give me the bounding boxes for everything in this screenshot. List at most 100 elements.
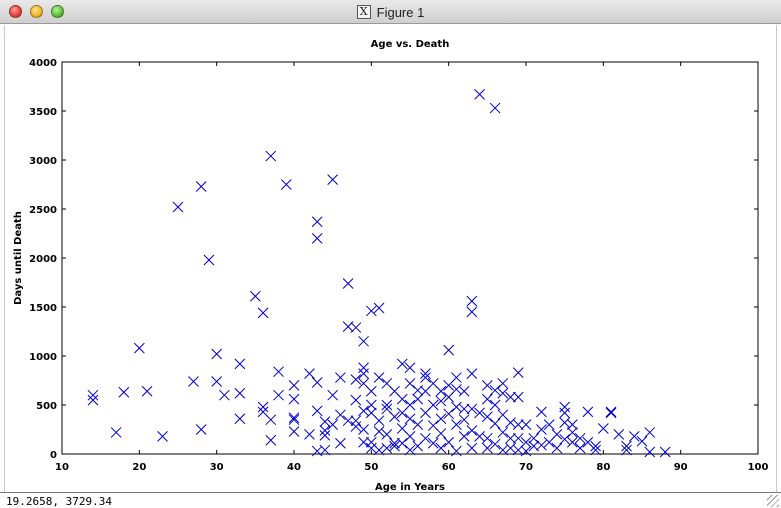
data-point-x-marker bbox=[211, 376, 223, 387]
data-point-x-marker bbox=[249, 290, 261, 302]
data-point-x-marker bbox=[489, 418, 501, 429]
data-point-x-marker bbox=[481, 432, 493, 444]
data-point-x-marker bbox=[358, 436, 369, 448]
data-point-x-marker bbox=[350, 421, 362, 432]
data-point-x-marker bbox=[481, 442, 493, 454]
data-point-x-marker bbox=[288, 393, 300, 405]
data-point-x-marker bbox=[559, 433, 571, 445]
data-point-x-marker bbox=[311, 377, 323, 388]
data-point-x-marker bbox=[342, 415, 354, 427]
resize-grip[interactable] bbox=[767, 495, 779, 507]
data-point-x-marker bbox=[621, 444, 632, 456]
data-point-x-marker bbox=[613, 429, 625, 440]
axis-ticks: 10 20 30 40 50 60 70 80 90 1000500100015002000250… bbox=[29, 58, 768, 473]
zoom-button[interactable] bbox=[51, 5, 64, 18]
data-point-x-marker bbox=[520, 436, 532, 448]
data-point-x-marker bbox=[574, 442, 586, 454]
scatter-chart[interactable]: Age vs. Death 10 20 30 40 50 60 70 80 90 10005001… bbox=[0, 25, 781, 493]
data-point-x-marker bbox=[319, 430, 331, 441]
data-point-x-marker bbox=[389, 437, 400, 449]
data-point-x-marker bbox=[157, 431, 168, 442]
data-point-x-marker bbox=[567, 427, 578, 438]
close-button[interactable] bbox=[9, 5, 22, 18]
data-point-x-marker bbox=[466, 403, 478, 415]
y-tick-label: 4000 bbox=[29, 58, 57, 69]
data-point-x-marker bbox=[451, 419, 462, 430]
data-point-x-marker bbox=[628, 431, 640, 442]
data-point-x-marker bbox=[466, 442, 478, 454]
data-point-x-marker bbox=[404, 413, 416, 425]
data-point-x-marker bbox=[536, 439, 547, 451]
data-point-x-marker bbox=[435, 385, 447, 397]
data-point-x-marker bbox=[219, 389, 230, 401]
data-point-x-marker bbox=[489, 102, 501, 114]
data-point-x-marker bbox=[133, 342, 145, 354]
data-point-x-marker bbox=[311, 233, 323, 244]
data-point-x-marker bbox=[350, 374, 362, 385]
data-points bbox=[87, 88, 671, 458]
data-point-x-marker bbox=[559, 417, 571, 428]
data-point-x-marker bbox=[288, 380, 300, 391]
data-point-x-marker bbox=[265, 150, 277, 162]
data-point-x-marker bbox=[381, 429, 393, 440]
data-point-x-marker bbox=[373, 415, 385, 427]
data-point-x-marker bbox=[87, 394, 99, 406]
data-point-x-marker bbox=[597, 423, 609, 434]
y-tick-label: 2500 bbox=[29, 205, 57, 216]
data-point-x-marker bbox=[195, 424, 207, 435]
data-point-x-marker bbox=[110, 427, 122, 438]
data-point-x-marker bbox=[559, 407, 571, 419]
data-point-x-marker bbox=[543, 419, 555, 430]
plot-area[interactable]: Age vs. Death 10 20 30 40 50 60 70 80 90 100 0 500 1… bbox=[0, 25, 781, 493]
data-point-x-marker bbox=[389, 440, 400, 452]
data-point-x-marker bbox=[350, 322, 362, 333]
data-point-x-marker bbox=[319, 416, 331, 428]
window-title: Figure 1 bbox=[376, 4, 425, 20]
data-point-x-marker bbox=[335, 437, 346, 449]
minimize-button[interactable] bbox=[30, 5, 43, 18]
data-point-x-marker bbox=[265, 414, 277, 426]
data-point-x-marker bbox=[636, 435, 648, 447]
data-point-x-marker bbox=[319, 444, 331, 456]
data-point-x-marker bbox=[373, 372, 385, 383]
data-point-x-marker bbox=[489, 384, 501, 396]
data-point-x-marker bbox=[273, 389, 284, 401]
data-point-x-marker bbox=[458, 385, 470, 397]
data-point-x-marker bbox=[512, 367, 524, 379]
data-point-x-marker bbox=[188, 376, 199, 387]
data-point-x-marker bbox=[420, 372, 431, 383]
data-point-x-marker bbox=[211, 348, 223, 360]
x-tick-label: 100 bbox=[748, 462, 769, 473]
data-point-x-marker bbox=[536, 406, 547, 418]
data-point-x-marker bbox=[435, 428, 447, 439]
data-point-x-marker bbox=[358, 405, 369, 417]
y-tick-label: 2000 bbox=[29, 254, 57, 265]
data-point-x-marker bbox=[203, 254, 215, 266]
data-point-x-marker bbox=[396, 358, 408, 370]
data-point-x-marker bbox=[458, 431, 470, 442]
data-point-x-marker bbox=[234, 413, 246, 425]
data-point-x-marker bbox=[288, 412, 300, 424]
data-point-x-marker bbox=[327, 419, 339, 430]
coordinate-readout: 19.2658, 3729.34 bbox=[6, 495, 112, 508]
data-point-x-marker bbox=[443, 408, 455, 420]
data-point-x-marker bbox=[265, 434, 277, 446]
data-point-x-marker bbox=[195, 181, 207, 192]
x-tick-label: 30 bbox=[210, 462, 224, 473]
data-point-x-marker bbox=[257, 307, 269, 319]
data-point-x-marker bbox=[234, 358, 246, 370]
data-point-x-marker bbox=[420, 432, 431, 444]
data-point-x-marker bbox=[512, 419, 524, 430]
data-point-x-marker bbox=[435, 442, 447, 454]
data-point-x-marker bbox=[659, 446, 671, 458]
data-point-x-marker bbox=[458, 414, 470, 426]
data-point-x-marker bbox=[373, 302, 385, 314]
data-point-x-marker bbox=[358, 335, 369, 347]
chart-title: Age vs. Death bbox=[371, 39, 450, 50]
data-point-x-marker bbox=[551, 429, 563, 440]
title-bar[interactable]: X Figure 1 bbox=[0, 0, 781, 24]
data-point-x-marker bbox=[505, 391, 516, 403]
y-tick-label: 1500 bbox=[29, 303, 57, 314]
data-point-x-marker bbox=[435, 413, 447, 425]
